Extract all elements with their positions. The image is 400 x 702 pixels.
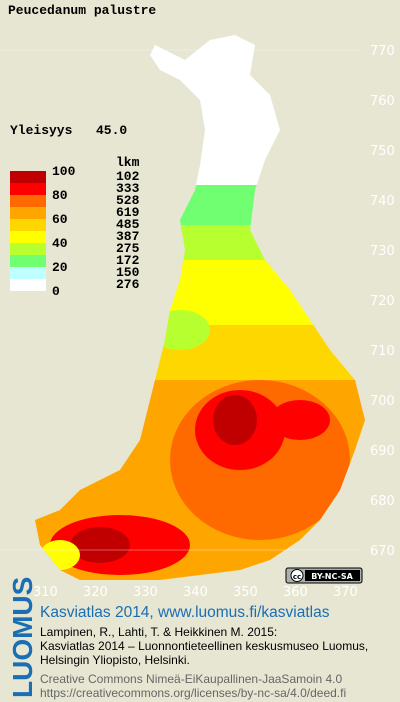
legend-count: 333 [116,181,140,196]
legend-swatch [10,219,46,231]
easting-label: 360 [283,585,308,600]
northing-label: 730 [370,244,395,259]
easting-label: 330 [133,585,158,600]
legend-count: 150 [116,265,140,280]
legend-swatch [10,243,46,255]
northing-label: 670 [370,544,395,559]
legend-swatch [10,207,46,219]
legend-swatch [10,195,46,207]
legend-scale-label: 100 [52,164,76,179]
legend-count: 172 [116,253,140,268]
species-title: Peucedanum palustre [8,3,156,18]
easting-label: 340 [183,585,208,600]
northing-label: 750 [370,144,395,159]
license-badge-text: BY-NC-SA [311,572,353,581]
northing-label: 690 [370,444,395,459]
frequency-value: 45.0 [96,123,127,138]
legend-scale-label: 80 [52,188,68,203]
northing-label: 710 [370,344,395,359]
northing-label: 680 [370,494,395,509]
legend-count: 485 [116,217,140,232]
legend-count: 528 [116,193,140,208]
legend-scale-label: 60 [52,212,68,227]
count-header: lkm [116,155,140,170]
easting-label: 350 [233,585,258,600]
northing-label: 760 [370,94,395,109]
citation-line: Helsingin Yliopisto, Helsinki. [40,653,190,667]
citation-line: Kasviatlas 2014 – Luonnontieteellinen ke… [40,639,368,653]
grid-labels: 770 760 750 740 730 720 710 700 690 680 670 310 320 3… [33,44,395,600]
license-line: Creative Commons Nimeä-EiKaupallinen-Jaa… [40,672,342,686]
easting-label: 370 [333,585,358,600]
legend-count: 276 [116,277,140,292]
legend-count: 387 [116,229,139,244]
legend-scale-label: 20 [52,260,68,275]
northing-label: 700 [370,394,395,409]
legend-count: 275 [116,241,140,256]
northing-label: 770 [370,44,395,59]
citation-line: Lampinen, R., Lahti, T. & Heikkinen M. 2… [40,625,277,639]
legend-scale-label: 0 [52,284,60,299]
legend-swatch [10,267,46,279]
legend-swatch [10,231,46,243]
legend-swatch [10,171,46,183]
legend-swatch [10,279,46,291]
legend-count: 102 [116,169,140,184]
easting-label: 310 [33,585,58,600]
logo: LUOMUS [7,577,38,698]
license-badge: cc BY-NC-SA [285,567,363,584]
easting-label: 320 [83,585,108,600]
northing-label: 740 [370,194,395,209]
footer-heading: Kasviatlas 2014, www.luomus.fi/kasviatla… [40,604,330,621]
legend-count: 619 [116,205,140,220]
license-line: https://creativecommons.org/licenses/by-… [40,686,346,700]
grid-lines [0,49,360,551]
legend-swatch [10,183,46,195]
svg-text:cc: cc [293,573,301,581]
legend-scale-label: 40 [52,236,68,251]
northing-label: 720 [370,294,395,309]
legend-swatch [10,255,46,267]
frequency-label: Yleisyys [10,123,73,138]
